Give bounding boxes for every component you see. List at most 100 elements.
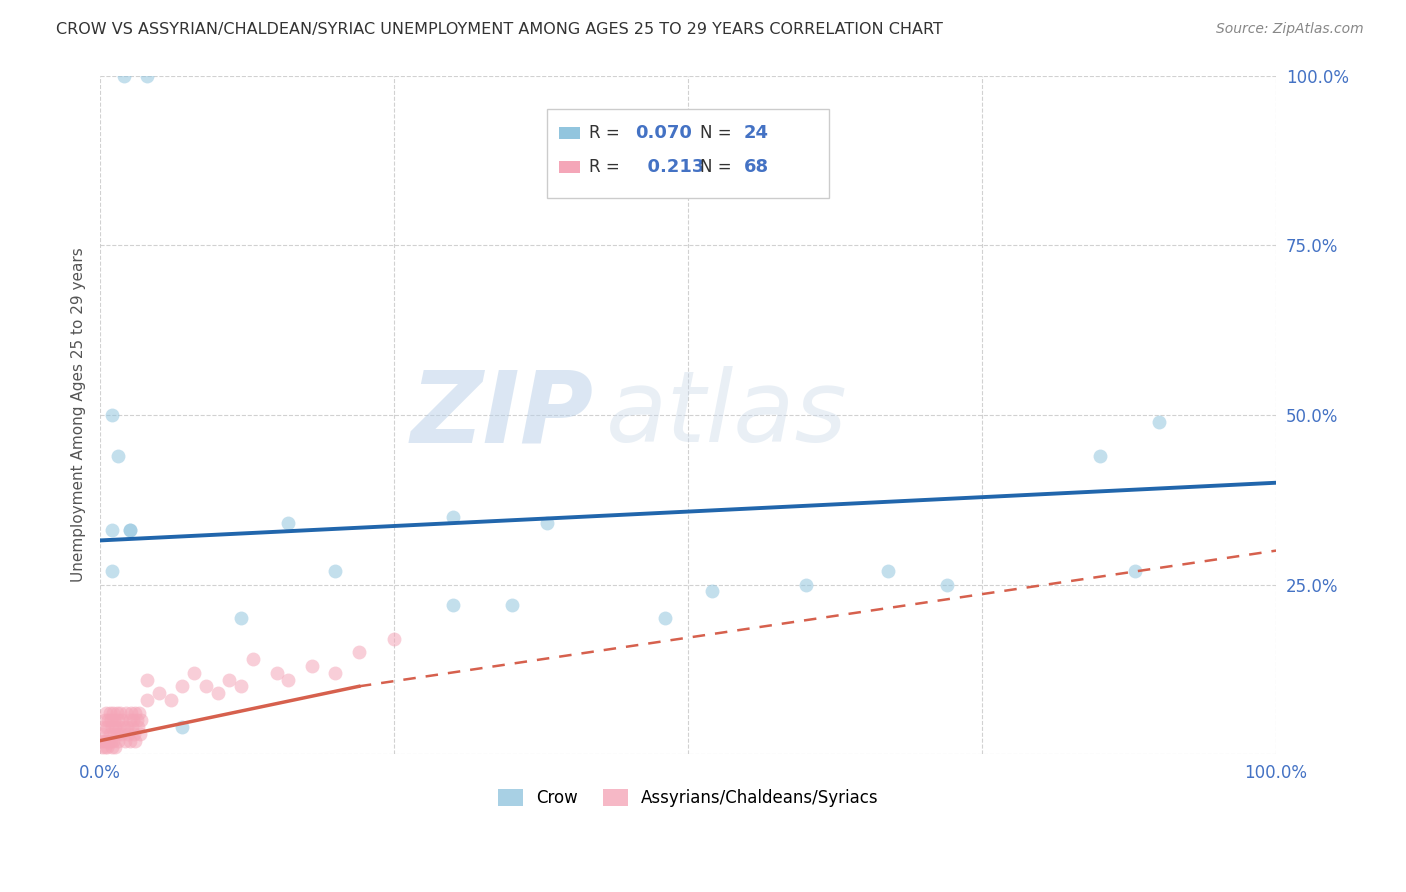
Point xyxy=(101,706,124,721)
Point xyxy=(118,713,141,727)
Text: 0.070: 0.070 xyxy=(636,124,692,142)
Point xyxy=(148,686,170,700)
Point xyxy=(136,693,159,707)
Point xyxy=(112,720,135,734)
Text: atlas: atlas xyxy=(606,367,848,463)
Point xyxy=(118,523,141,537)
Point xyxy=(118,733,141,747)
Point xyxy=(794,577,817,591)
Point xyxy=(105,727,128,741)
Point xyxy=(107,713,129,727)
Point xyxy=(101,564,124,578)
Y-axis label: Unemployment Among Ages 25 to 29 years: Unemployment Among Ages 25 to 29 years xyxy=(72,247,86,582)
Point xyxy=(501,598,523,612)
Text: R =: R = xyxy=(589,158,626,176)
Point xyxy=(301,659,323,673)
Point xyxy=(103,713,125,727)
Point xyxy=(104,720,127,734)
Text: Source: ZipAtlas.com: Source: ZipAtlas.com xyxy=(1216,22,1364,37)
Text: 0.213: 0.213 xyxy=(636,158,704,176)
Point xyxy=(172,720,194,734)
Point xyxy=(94,733,117,747)
Point xyxy=(382,632,405,646)
Point xyxy=(218,673,240,687)
Point xyxy=(115,706,138,721)
Point xyxy=(97,713,120,727)
Legend: Crow, Assyrians/Chaldeans/Syriacs: Crow, Assyrians/Chaldeans/Syriacs xyxy=(491,782,886,814)
Point xyxy=(118,523,141,537)
Point xyxy=(105,706,128,721)
Point xyxy=(94,706,117,721)
Point xyxy=(101,740,124,755)
Point xyxy=(125,713,148,727)
Point xyxy=(111,713,134,727)
Point xyxy=(124,706,146,721)
Point xyxy=(323,564,346,578)
Point xyxy=(114,733,136,747)
Point xyxy=(654,611,676,625)
Text: N =: N = xyxy=(700,124,737,142)
Point xyxy=(1123,564,1146,578)
Point xyxy=(91,740,114,755)
Point xyxy=(96,720,118,734)
Point xyxy=(98,727,121,741)
Point xyxy=(91,727,114,741)
Point xyxy=(136,69,159,83)
Point xyxy=(121,720,143,734)
Point xyxy=(94,713,117,727)
Point xyxy=(124,733,146,747)
Point xyxy=(536,516,558,531)
Bar xyxy=(558,127,579,139)
Point xyxy=(207,686,229,700)
Point xyxy=(104,740,127,755)
Point xyxy=(97,733,120,747)
Point xyxy=(96,740,118,755)
Text: CROW VS ASSYRIAN/CHALDEAN/SYRIAC UNEMPLOYMENT AMONG AGES 25 TO 29 YEARS CORRELAT: CROW VS ASSYRIAN/CHALDEAN/SYRIAC UNEMPLO… xyxy=(56,22,943,37)
Point xyxy=(242,652,264,666)
Point xyxy=(107,449,129,463)
Point xyxy=(1088,449,1111,463)
Point xyxy=(128,706,150,721)
Point xyxy=(107,733,129,747)
Point xyxy=(877,564,900,578)
Point xyxy=(323,665,346,680)
Point xyxy=(935,577,957,591)
Point xyxy=(127,720,149,734)
Point xyxy=(183,665,205,680)
Point xyxy=(100,713,122,727)
Point xyxy=(122,727,145,741)
Point xyxy=(101,408,124,422)
Point xyxy=(277,516,299,531)
Text: ZIP: ZIP xyxy=(411,367,595,463)
Point xyxy=(98,706,121,721)
Point xyxy=(129,713,152,727)
Point xyxy=(108,720,131,734)
Point xyxy=(441,598,464,612)
Text: R =: R = xyxy=(589,124,626,142)
Text: 68: 68 xyxy=(744,158,769,176)
Point xyxy=(117,727,139,741)
Point xyxy=(101,733,124,747)
Point xyxy=(122,713,145,727)
Point xyxy=(129,727,152,741)
Point xyxy=(194,679,217,693)
Point xyxy=(90,733,112,747)
Point xyxy=(103,727,125,741)
Text: N =: N = xyxy=(700,158,737,176)
Point xyxy=(100,733,122,747)
Bar xyxy=(547,110,830,198)
Point xyxy=(441,509,464,524)
Point xyxy=(101,523,124,537)
Point xyxy=(108,706,131,721)
Point xyxy=(93,720,115,734)
Point xyxy=(159,693,181,707)
Point xyxy=(231,611,253,625)
Point xyxy=(231,679,253,693)
Point xyxy=(101,720,124,734)
Point xyxy=(700,584,723,599)
Point xyxy=(277,673,299,687)
Point xyxy=(93,733,115,747)
Point xyxy=(120,706,142,721)
Point xyxy=(347,645,370,659)
Point xyxy=(136,673,159,687)
